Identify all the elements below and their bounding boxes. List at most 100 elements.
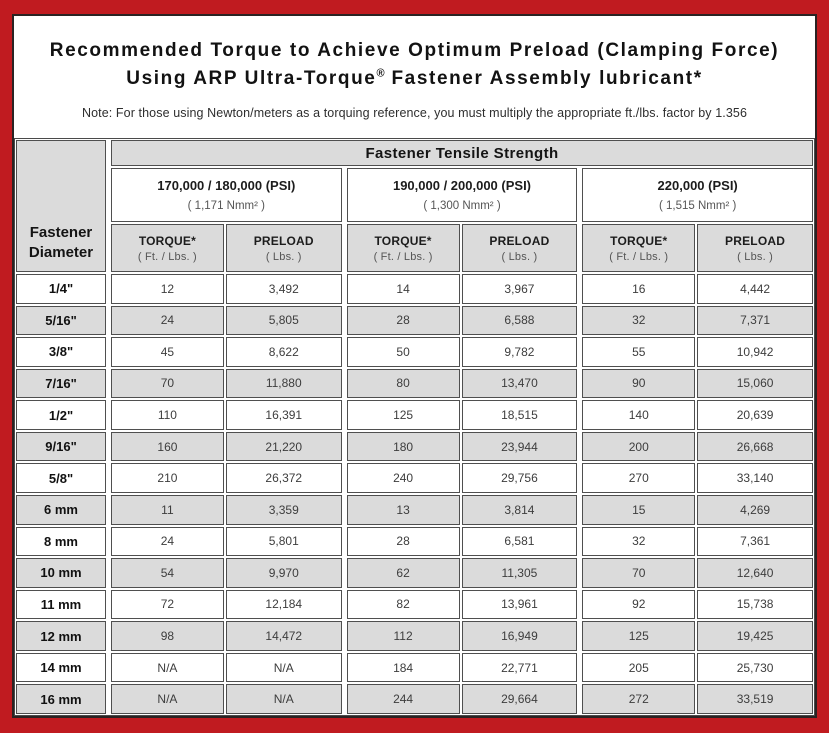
diameter-cell: 5/16": [16, 305, 106, 336]
torque-cell: 80: [346, 368, 460, 399]
torque-column-header-3: TORQUE* ( Ft. / Lbs. ): [582, 224, 696, 272]
diameter-cell: 9/16": [16, 431, 106, 462]
psi-group-header-1: 170,000 / 180,000 (PSI) ( 1,171 Nmm² ): [111, 168, 342, 222]
nmm-label-2: ( 1,300 Nmm² ): [423, 200, 501, 212]
torque-cell: 272: [582, 684, 696, 714]
torque-cell: N/A: [111, 652, 224, 683]
torque-cell: 24: [111, 526, 224, 557]
torque-cell: 70: [582, 558, 696, 588]
torque-cell: 70: [111, 368, 224, 399]
torque-cell: 92: [582, 589, 696, 620]
preload-cell: 33,519: [697, 684, 813, 714]
torque-cell: 55: [582, 337, 696, 367]
diameter-cell: 12 mm: [16, 621, 106, 651]
preload-cell: 29,756: [461, 463, 578, 493]
preload-column-header-2: PRELOAD ( Lbs. ): [461, 224, 578, 272]
title-line2-suffix: Fastener Assembly lubricant*: [384, 67, 703, 89]
preload-cell: 6,581: [461, 526, 578, 557]
psi-group-header-3: 220,000 (PSI) ( 1,515 Nmm² ): [582, 168, 813, 222]
torque-column-header-2: TORQUE* ( Ft. / Lbs. ): [346, 224, 460, 272]
torque-cell: 125: [346, 400, 460, 430]
preload-header-label-1: PRELOAD: [253, 233, 314, 248]
preload-cell: 7,361: [697, 526, 813, 557]
torque-column-header-1: TORQUE* ( Ft. / Lbs. ): [111, 224, 224, 272]
torque-cell: 28: [346, 305, 460, 336]
preload-cell: 3,492: [225, 274, 342, 304]
preload-header-unit-1: ( Lbs. ): [265, 250, 302, 263]
preload-cell: 20,639: [697, 400, 813, 430]
diameter-cell: 3/8": [16, 337, 106, 367]
preload-cell: 5,801: [225, 526, 342, 557]
torque-cell: 15: [582, 494, 696, 525]
preload-cell: 8,622: [225, 337, 342, 367]
preload-cell: 3,359: [225, 494, 342, 525]
psi-group-header-2: 190,000 / 200,000 (PSI) ( 1,300 Nmm² ): [346, 168, 578, 222]
torque-cell: 184: [346, 652, 460, 683]
preload-header-unit-2: ( Lbs. ): [501, 250, 538, 263]
preload-cell: N/A: [225, 652, 342, 683]
preload-cell: 21,220: [225, 431, 342, 462]
preload-cell: 15,060: [697, 368, 813, 399]
torque-cell: 28: [346, 526, 460, 557]
preload-cell: 25,730: [697, 652, 813, 683]
torque-table: Fastener Diameter Fastener Tensile Stren…: [14, 138, 815, 716]
tensile-strength-header: Fastener Tensile Strength: [111, 140, 813, 166]
preload-header-unit-3: ( Lbs. ): [737, 250, 773, 263]
torque-cell: 112: [346, 621, 460, 651]
torque-cell: 62: [346, 558, 460, 588]
torque-header-unit-1: ( Ft. / Lbs. ): [137, 250, 197, 263]
diameter-cell: 11 mm: [16, 589, 106, 620]
preload-header-label-3: PRELOAD: [725, 233, 786, 248]
preload-cell: 29,664: [461, 684, 578, 714]
preload-cell: 3,814: [461, 494, 578, 525]
preload-header-label-2: PRELOAD: [489, 233, 550, 248]
preload-column-header-3: PRELOAD ( Lbs. ): [697, 224, 813, 272]
torque-cell: 11: [111, 494, 224, 525]
torque-cell: 140: [582, 400, 696, 430]
torque-header-unit-2: ( Ft. / Lbs. ): [373, 250, 433, 263]
torque-cell: 160: [111, 431, 224, 462]
diameter-cell: 1/4": [16, 274, 106, 304]
nmm-label-1: ( 1,171 Nmm² ): [187, 200, 265, 212]
torque-cell: 125: [582, 621, 696, 651]
diameter-cell: 1/2": [16, 400, 106, 430]
diameter-cell: 7/16": [16, 368, 106, 399]
preload-cell: 13,470: [461, 368, 578, 399]
torque-cell: 205: [582, 652, 696, 683]
preload-cell: 9,782: [461, 337, 578, 367]
torque-cell: 45: [111, 337, 224, 367]
preload-cell: 11,305: [461, 558, 578, 588]
torque-cell: 24: [111, 305, 224, 336]
title-line2-text: Using ARP Ultra-Torque: [126, 67, 377, 89]
preload-cell: 22,771: [461, 652, 578, 683]
torque-header-label-1: TORQUE*: [138, 233, 196, 248]
fastener-diameter-header: Fastener Diameter: [16, 140, 106, 272]
torque-cell: 12: [111, 274, 224, 304]
preload-cell: 23,944: [461, 431, 578, 462]
torque-cell: 210: [111, 463, 224, 493]
torque-cell: 13: [346, 494, 460, 525]
preload-cell: 3,967: [461, 274, 578, 304]
psi-label-3: 220,000 (PSI): [657, 178, 738, 193]
torque-cell: 244: [346, 684, 460, 714]
psi-label-2: 190,000 / 200,000 (PSI): [392, 178, 532, 193]
preload-cell: 11,880: [225, 368, 342, 399]
preload-cell: 33,140: [697, 463, 813, 493]
torque-cell: 240: [346, 463, 460, 493]
diameter-cell: 10 mm: [16, 558, 106, 588]
torque-cell: 32: [582, 305, 696, 336]
torque-header-label-2: TORQUE*: [374, 233, 432, 248]
preload-cell: 16,391: [225, 400, 342, 430]
preload-cell: 16,949: [461, 621, 578, 651]
torque-cell: 90: [582, 368, 696, 399]
preload-cell: 12,640: [697, 558, 813, 588]
page-title-line1: Recommended Torque to Achieve Optimum Pr…: [49, 40, 780, 61]
preload-cell: 13,961: [461, 589, 578, 620]
preload-cell: 10,942: [697, 337, 813, 367]
torque-cell: 54: [111, 558, 224, 588]
nmm-label-3: ( 1,515 Nmm² ): [659, 200, 737, 212]
torque-cell: 32: [582, 526, 696, 557]
fastener-diameter-header-line1: Fastener: [29, 223, 93, 241]
preload-cell: 15,738: [697, 589, 813, 620]
torque-header-unit-3: ( Ft. / Lbs. ): [609, 250, 669, 263]
